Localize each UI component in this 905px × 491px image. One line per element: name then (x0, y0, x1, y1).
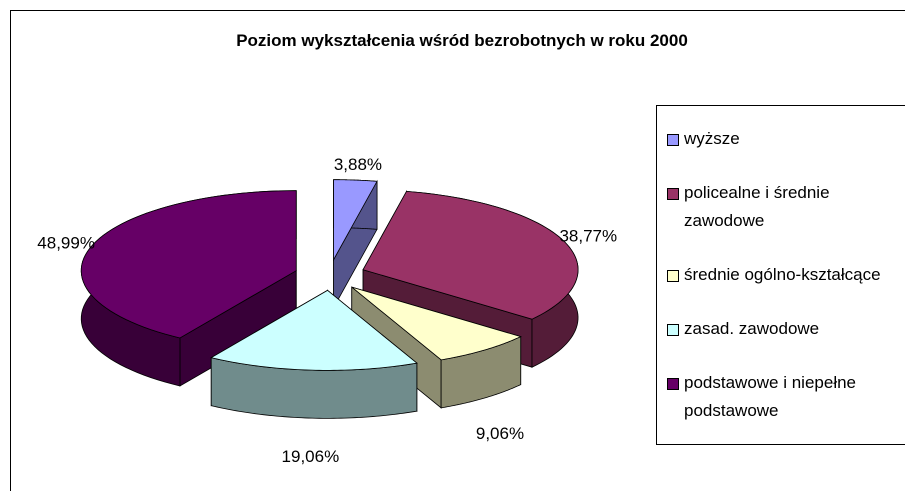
legend-item: wyższe (667, 125, 905, 153)
legend: wyższe policealne i średnie zawodowe średn… (656, 105, 905, 445)
data-label: 9,06% (476, 424, 524, 443)
slice (210, 289, 418, 371)
legend-item: policealne i średnie zawodowe (667, 179, 905, 235)
legend-label: zasad. zawodowe (684, 319, 820, 338)
legend-label: podstawowe i niepełne podstawowe (684, 373, 857, 420)
legend-swatch (667, 134, 679, 146)
legend-swatch (667, 270, 679, 282)
slice (80, 190, 297, 339)
legend-swatch (667, 188, 679, 200)
legend-item: zasad. zawodowe (667, 315, 905, 343)
legend-label: policealne i średnie zawodowe (684, 183, 830, 230)
legend-label: wyższe (684, 129, 740, 148)
slice (333, 179, 378, 262)
legend-item: podstawowe i niepełne podstawowe (667, 369, 905, 425)
chart-title: Poziom wykształcenia wśród bezrobotnych … (236, 31, 688, 50)
data-label: 48,99% (37, 233, 95, 252)
slice (362, 190, 579, 320)
slice (351, 286, 522, 361)
data-label: 38,77% (559, 227, 617, 246)
legend-swatch (667, 378, 679, 390)
data-label: 3,88% (334, 155, 382, 174)
legend-label: średnie ogólno-kształcące (684, 265, 881, 284)
chart-border (10, 10, 905, 491)
legend-swatch (667, 324, 679, 336)
data-label: 19,06% (282, 447, 340, 466)
legend-item: średnie ogólno-kształcące (667, 261, 905, 289)
